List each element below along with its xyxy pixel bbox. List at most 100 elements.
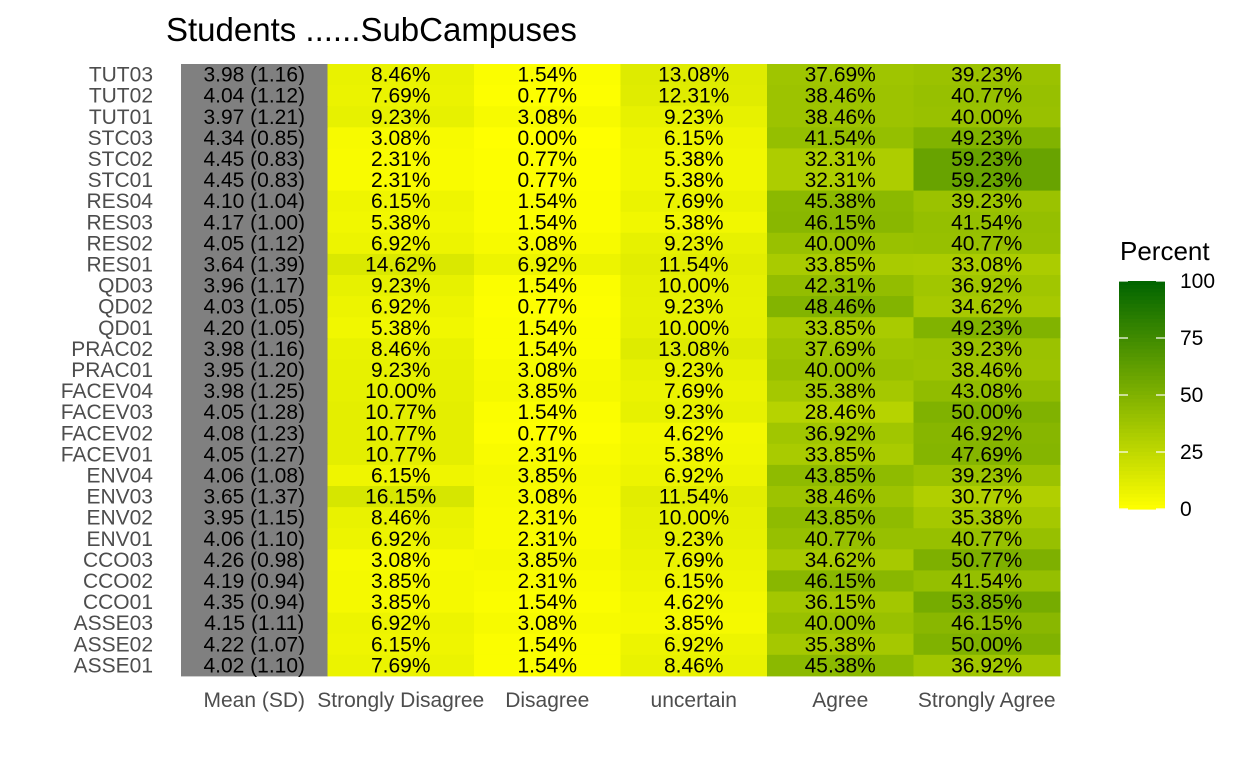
heatmap-cell — [474, 654, 621, 677]
heatmap-cell-label: 9.23% — [371, 106, 431, 129]
row-label: ASSE02 — [74, 633, 153, 656]
heatmap-cell — [327, 401, 475, 424]
heatmap-cell — [620, 190, 768, 213]
heatmap-cell — [474, 211, 621, 234]
heatmap-cell-label: 9.23% — [664, 232, 724, 255]
heatmap-cell — [913, 169, 1061, 192]
mean-cell — [181, 85, 328, 107]
mean-cell — [181, 380, 328, 403]
heatmap-cell-label: 35.38% — [805, 380, 876, 403]
heatmap-cell — [474, 232, 621, 255]
row-label: ENV03 — [86, 486, 153, 509]
heatmap-cell — [474, 612, 621, 635]
heatmap-cell-label: 10.00% — [658, 317, 729, 340]
heatmap-cell-label: 39.23% — [951, 338, 1022, 361]
heatmap-cell-label: 3.08% — [517, 106, 577, 129]
heatmap-cell-label: 10.00% — [658, 275, 729, 298]
heatmap-cell — [767, 401, 914, 424]
heatmap-cell-label: 5.38% — [664, 443, 724, 466]
heatmap-cell-label: 33.85% — [805, 253, 876, 276]
heatmap-cell — [913, 253, 1061, 276]
heatmap-cell-label: 32.31% — [805, 169, 876, 192]
heatmap-cell — [767, 486, 914, 508]
heatmap-cell-label: 6.92% — [371, 232, 431, 255]
legend-gradient-segment — [1119, 300, 1165, 305]
mean-cell — [181, 190, 328, 213]
heatmap-cell — [474, 380, 621, 403]
heatmap-cell-label: 11.54% — [659, 486, 729, 509]
heatmap-cell — [767, 633, 914, 656]
heatmap-cell — [767, 64, 914, 86]
heatmap-cell — [620, 169, 768, 192]
heatmap-cell-label: 5.38% — [371, 317, 431, 340]
legend-gradient-segment — [1119, 440, 1165, 445]
legend-gradient-segment — [1119, 448, 1165, 453]
heatmap-cell — [913, 296, 1061, 318]
heatmap-cell-label: 9.23% — [664, 106, 724, 129]
heatmap-cell-label: 5.38% — [664, 148, 724, 171]
mean-cell — [181, 528, 328, 550]
heatmap-cell-label: 46.15% — [951, 612, 1022, 635]
row-label: STC03 — [88, 127, 153, 150]
heatmap-cell-label: 49.23% — [951, 127, 1022, 150]
heatmap-cell-label: 46.92% — [951, 422, 1022, 445]
heatmap-cell-label: 1.54% — [517, 654, 577, 677]
heatmap-cell — [913, 486, 1061, 508]
heatmap-cell-label: 40.77% — [805, 528, 876, 551]
heatmap-cell-label: 37.69% — [805, 338, 876, 361]
heatmap-cell-label: 0.77% — [517, 148, 577, 171]
mean-cell — [181, 654, 328, 677]
heatmap-cell-label: 3.08% — [371, 549, 431, 572]
heatmap-cell — [913, 359, 1061, 381]
heatmap-cell-label: 6.92% — [371, 612, 431, 635]
heatmap-cell-label: 2.31% — [517, 507, 577, 530]
legend-gradient-segment — [1119, 281, 1165, 286]
heatmap-cell — [913, 570, 1061, 592]
row-label: PRAC01 — [71, 359, 153, 382]
heatmap-cell-label: 41.54% — [951, 570, 1022, 593]
heatmap-cell — [767, 422, 914, 445]
legend-gradient-segment — [1119, 414, 1165, 419]
legend-tick-label: 75 — [1180, 327, 1203, 350]
heatmap-cell-label: 3.85% — [517, 549, 577, 572]
heatmap-cell — [474, 64, 621, 86]
heatmap-cell-label: 34.62% — [951, 296, 1022, 319]
heatmap-cell-label: 40.00% — [805, 359, 876, 382]
heatmap-cell-label: 13.08% — [658, 64, 729, 87]
heatmap-cell — [327, 85, 475, 107]
heatmap-cell-label: 39.23% — [951, 64, 1022, 87]
mean-cell-label: 4.17 (1.00) — [203, 211, 305, 234]
heatmap-cell-label: 4.62% — [664, 422, 724, 445]
legend-gradient-segment — [1119, 410, 1165, 415]
heatmap-cell — [913, 507, 1061, 529]
heatmap-cell — [767, 190, 914, 213]
row-label: STC01 — [88, 169, 153, 192]
legend-gradient-segment — [1119, 497, 1165, 502]
heatmap-cell — [474, 549, 621, 571]
heatmap-cell — [474, 296, 621, 318]
legend-gradient-segment — [1119, 486, 1165, 491]
heatmap-cell-label: 42.31% — [805, 275, 876, 298]
heatmap-cell-label: 43.85% — [805, 464, 876, 487]
row-label: ENV04 — [86, 464, 153, 487]
row-label: FACEV03 — [61, 401, 153, 424]
mean-cell-label: 3.95 (1.20) — [203, 359, 305, 382]
heatmap-cell — [474, 591, 621, 614]
row-label: CCO01 — [83, 591, 153, 614]
heatmap-cell-label: 3.08% — [517, 232, 577, 255]
mean-cell — [181, 464, 328, 487]
mean-cell — [181, 549, 328, 571]
heatmap-cell-label: 3.85% — [664, 612, 724, 635]
legend-colorbar — [1119, 281, 1165, 510]
mean-cell — [181, 106, 328, 128]
heatmap-cell-label: 46.15% — [805, 211, 876, 234]
heatmap-cell — [913, 190, 1061, 213]
heatmap-cell — [620, 528, 768, 550]
mean-cell-label: 3.65 (1.37) — [203, 486, 305, 509]
heatmap-cell — [620, 443, 768, 466]
mean-cell-label: 3.95 (1.15) — [203, 507, 305, 530]
heatmap-cell-label: 6.92% — [371, 296, 431, 319]
heatmap-cell-label: 45.38% — [805, 190, 876, 213]
heatmap-cell — [327, 380, 475, 403]
heatmap-cell-label: 30.77% — [951, 486, 1022, 509]
